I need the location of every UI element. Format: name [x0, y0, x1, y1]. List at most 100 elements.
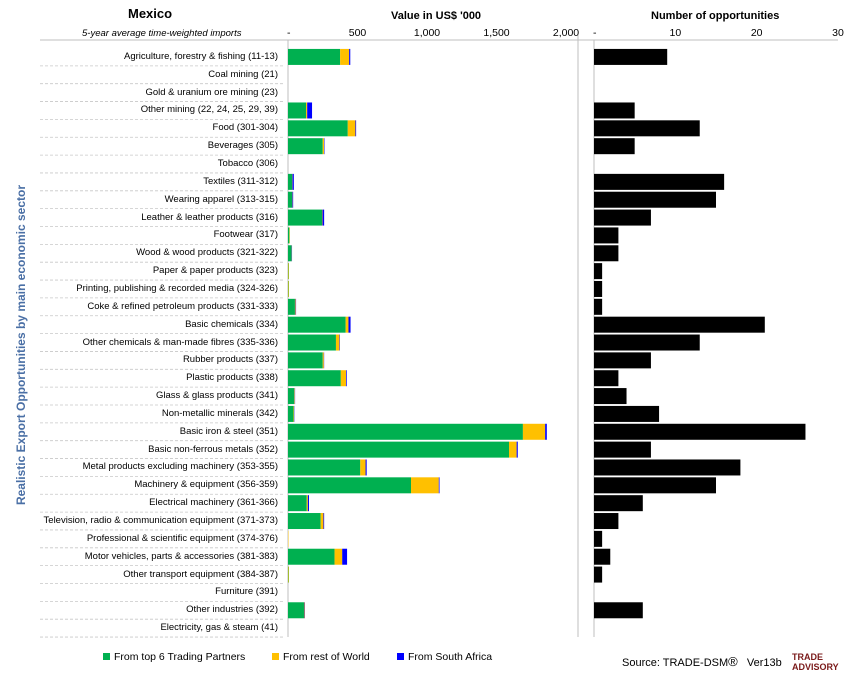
value-bar-segment	[516, 441, 518, 458]
category-label: Metal products excluding machinery (353-…	[82, 461, 278, 473]
count-tick-label: 10	[669, 27, 682, 39]
value-bar-segment	[288, 405, 294, 422]
category-label: Footwear (317)	[213, 229, 278, 241]
value-bar-segment	[342, 548, 348, 565]
value-bar-segment	[293, 405, 295, 422]
category-label: Gold & uranium ore mining (23)	[145, 86, 278, 98]
value-bar-segment	[411, 477, 439, 494]
count-bar	[594, 209, 651, 226]
source-note: Source: TRADE-DSM® Ver13b	[622, 654, 782, 669]
value-bar-segment	[545, 423, 547, 440]
category-label: Machinery & equipment (356-359)	[134, 479, 278, 491]
count-bar	[594, 334, 700, 351]
value-bar-segment	[340, 48, 350, 65]
category-label: Basic iron & steel (351)	[179, 425, 278, 437]
count-bar	[594, 263, 603, 280]
value-tick-label: 2,000	[552, 27, 580, 39]
count-bar	[594, 298, 603, 315]
count-bar	[594, 566, 603, 583]
category-label: Glass & glass products (341)	[156, 390, 278, 402]
value-bar-segment	[294, 388, 295, 405]
category-label: Furniture (391)	[215, 586, 278, 598]
count-bar	[594, 191, 716, 208]
value-bar-segment	[365, 459, 367, 476]
category-label: Wearing apparel (313-315)	[164, 193, 278, 205]
count-bar	[594, 102, 635, 119]
value-bar-segment	[348, 316, 351, 333]
value-bar-segment	[320, 513, 324, 530]
legend-item-south-africa: From South Africa	[397, 651, 492, 663]
count-bar	[594, 138, 635, 155]
value-bar-segment	[346, 370, 347, 387]
value-bar-segment	[288, 441, 510, 458]
count-bar	[594, 48, 668, 65]
count-axis-title: Number of opportunities	[651, 10, 780, 22]
value-bar-segment	[288, 513, 321, 530]
category-label: Leather & leather products (316)	[141, 211, 278, 223]
category-label: Coke & refined petroleum products (331-3…	[87, 300, 278, 312]
count-bar	[594, 513, 619, 530]
count-tick-label: 30	[832, 27, 844, 39]
category-label: Motor vehicles, parts & accessories (381…	[84, 550, 278, 562]
category-label: Other mining (22, 24, 25, 29, 39)	[140, 104, 278, 116]
category-label: Tobacco (306)	[217, 158, 278, 170]
category-label: Basic chemicals (334)	[185, 318, 278, 330]
value-bar-segment	[288, 191, 293, 208]
count-tick-label: 20	[750, 27, 763, 39]
count-bar	[594, 530, 603, 547]
logo-line: TRADE	[792, 652, 823, 662]
value-bar-segment	[288, 316, 346, 333]
value-bar-segment	[288, 245, 292, 262]
legend-swatch	[272, 653, 279, 660]
value-bar-segment	[360, 459, 366, 476]
count-tick-label: -	[593, 27, 597, 39]
value-bar-segment	[288, 495, 307, 512]
category-label: Other chemicals & man-made fibres (335-3…	[82, 336, 278, 348]
value-bar-segment	[292, 191, 294, 208]
count-bar	[594, 495, 643, 512]
category-label: Beverages (305)	[207, 140, 278, 152]
legend-swatch	[397, 653, 404, 660]
value-bar-segment	[509, 441, 517, 458]
value-bar-segment	[288, 48, 341, 65]
count-bar	[594, 459, 741, 476]
value-bar-segment	[288, 602, 304, 619]
value-bar-segment	[334, 548, 343, 565]
count-bar	[594, 173, 725, 190]
version-text: Ver13b	[746, 657, 782, 669]
count-bar	[594, 548, 611, 565]
registered-mark: ®	[728, 654, 738, 669]
value-bar-segment	[345, 316, 349, 333]
country-title: Mexico	[128, 6, 173, 21]
value-bar-segment	[288, 370, 341, 387]
category-label: Television, radio & communication equipm…	[43, 515, 278, 527]
value-tick-label: 500	[348, 27, 367, 39]
value-bar-segment	[288, 173, 293, 190]
value-bar-segment	[288, 263, 289, 280]
value-bar-segment	[288, 298, 295, 315]
count-bar	[594, 405, 660, 422]
count-bar	[594, 227, 619, 244]
value-bar-segment	[306, 102, 308, 119]
category-label: Plastic products (338)	[186, 372, 278, 384]
category-label: Agriculture, forestry & fishing (11-13)	[124, 50, 278, 62]
value-tick-label: -	[287, 27, 291, 39]
legend-label: From top 6 Trading Partners	[114, 651, 246, 663]
value-bar-segment	[288, 102, 307, 119]
legend-swatch	[103, 653, 110, 660]
trade-advisory-logo: TRADE ADVISORY	[792, 652, 839, 672]
value-bar-segment	[288, 334, 336, 351]
source-text: Source: TRADE-DSM	[622, 657, 729, 669]
value-bar-segment	[307, 495, 309, 512]
value-bar-segment	[340, 370, 347, 387]
value-bar-segment	[322, 138, 325, 155]
count-bar	[594, 352, 651, 369]
category-label: Textiles (311-312)	[203, 175, 278, 187]
category-label: Food (301-304)	[212, 122, 278, 134]
count-bar	[594, 280, 603, 297]
category-label: Electricity, gas & steam (41)	[160, 622, 278, 634]
value-bar-segment	[522, 423, 546, 440]
value-tick-label: 1,500	[483, 27, 510, 39]
count-bar	[594, 441, 651, 458]
